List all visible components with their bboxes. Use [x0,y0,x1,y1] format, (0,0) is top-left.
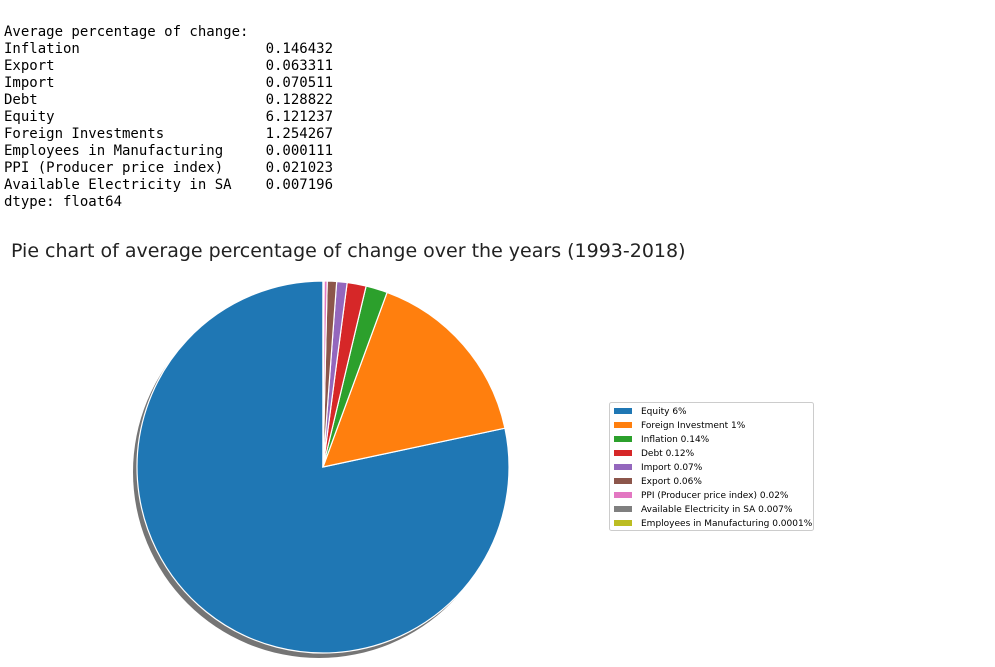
output-label: Equity [4,109,55,125]
output-value: 6.121237 [266,109,333,125]
output-value: 1.254267 [266,126,333,142]
output-value: 0.007196 [266,177,333,193]
chart-title: Pie chart of average percentage of chang… [11,240,686,262]
legend-label: Available Electricity in SA 0.007% [641,505,793,515]
legend-swatch [614,436,632,442]
output-value: 0.021023 [266,160,333,176]
output-value: 0.063311 [266,58,333,74]
output-label: PPI (Producer price index) [4,160,223,176]
legend-box [609,402,814,531]
output-label: Inflation [4,41,80,57]
pie-slice [322,291,506,468]
legend-label: Equity 6% [641,407,687,417]
legend-swatch [614,408,632,414]
legend-swatch [614,450,632,456]
output-value: 0.128822 [266,92,333,108]
legend-label: Foreign Investment 1% [641,421,746,431]
legend-label: Import 0.07% [641,463,703,473]
output-value: 0.070511 [266,75,333,91]
legend-swatch [614,464,632,470]
output-label: Foreign Investments [4,126,164,142]
legend-swatch [614,492,632,498]
output-dtype: dtype: float64 [4,194,122,210]
legend-swatch [614,478,632,484]
legend-label: Employees in Manufacturing 0.0001% [641,519,813,529]
output-value: 0.000111 [266,143,333,159]
output-label: Employees in Manufacturing [4,143,223,159]
legend-label: Export 0.06% [641,477,702,487]
legend-label: Debt 0.12% [641,449,695,459]
output-label: Import [4,75,55,91]
legend-label: PPI (Producer price index) 0.02% [641,491,789,501]
legend-label: Inflation 0.14% [641,435,710,445]
legend-swatch [614,520,632,526]
output-label: Available Electricity in SA [4,177,232,193]
output-header: Average percentage of change: [4,24,248,40]
legend-swatch [614,422,632,428]
output-value: 0.146432 [266,41,333,57]
output-label: Debt [4,92,38,108]
legend-swatch [614,506,632,512]
output-label: Export [4,58,55,74]
